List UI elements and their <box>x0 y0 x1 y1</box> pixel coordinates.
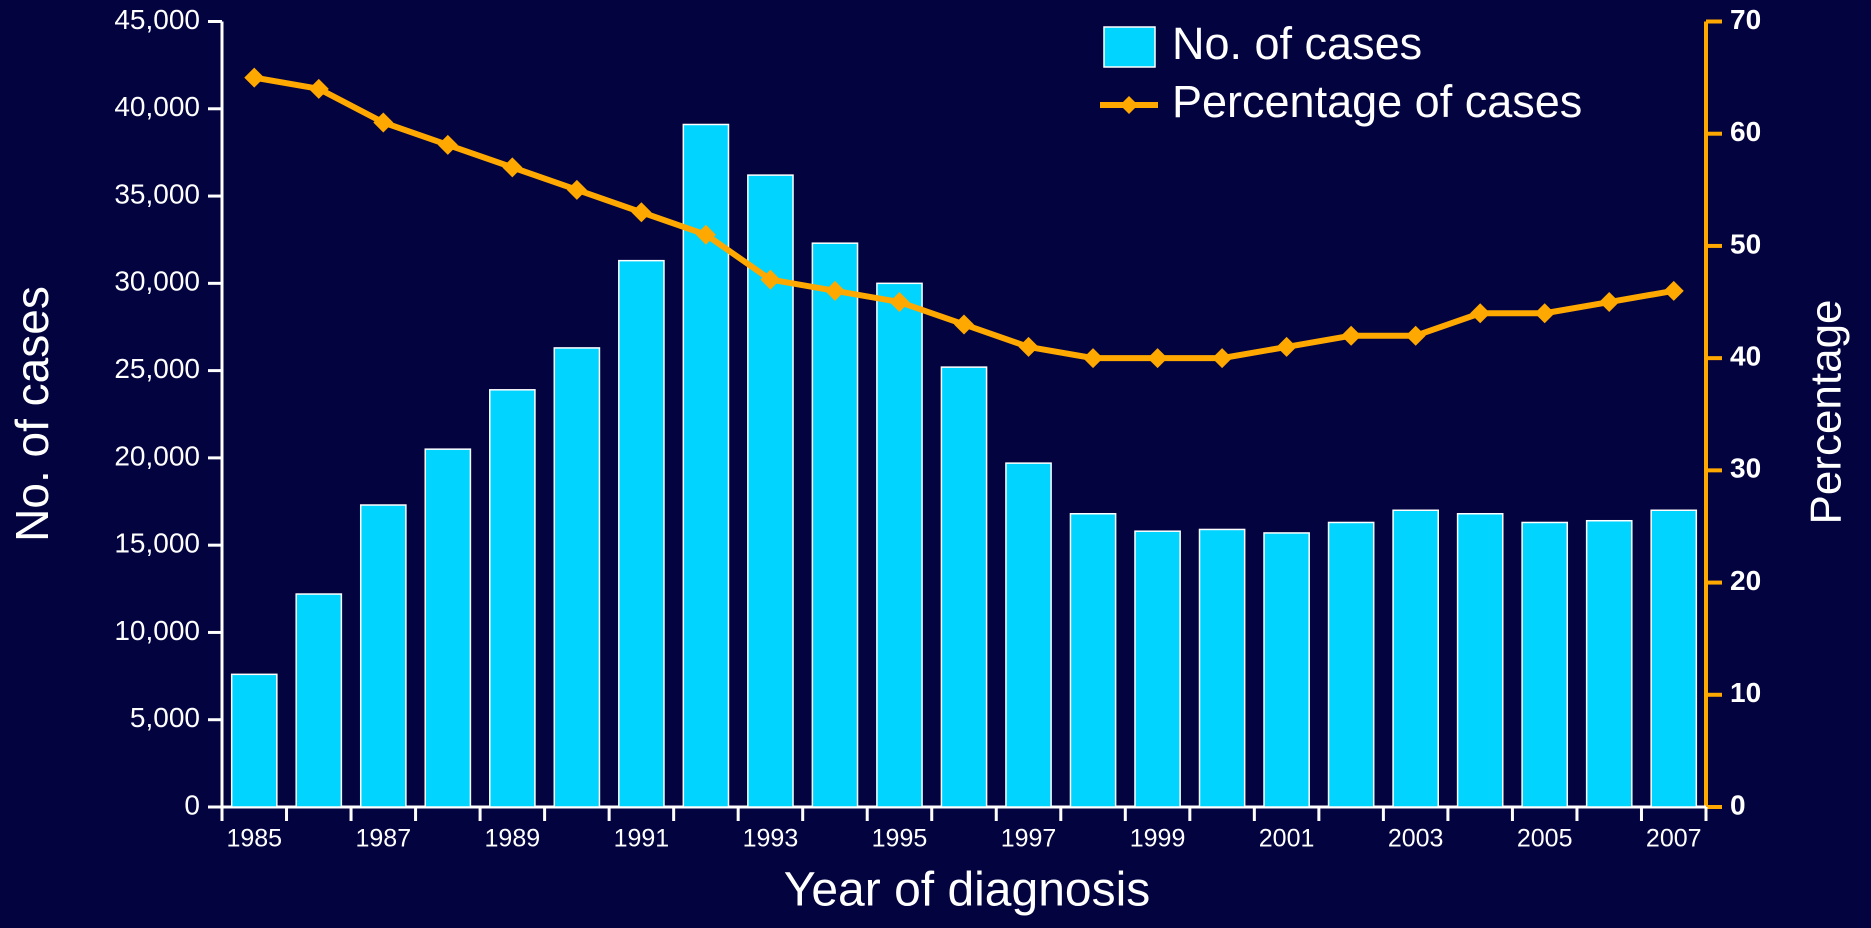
bar <box>1134 530 1181 808</box>
y2-tick-label: 20 <box>1730 565 1761 596</box>
x-tick-label: 1991 <box>614 825 670 853</box>
line-marker <box>1083 348 1104 369</box>
line-marker <box>566 179 587 200</box>
line-marker <box>1470 303 1491 324</box>
line-marker <box>1599 292 1620 313</box>
bar <box>1005 462 1052 808</box>
y-tick-label: 40,000 <box>114 91 200 122</box>
x-tick-label: 2001 <box>1259 825 1315 853</box>
x-tick-label: 1985 <box>226 825 282 853</box>
line-marker <box>1212 348 1233 369</box>
x-axis-title: Year of diagnosis <box>784 864 1151 917</box>
bar <box>1650 509 1698 808</box>
bar <box>940 366 988 808</box>
line-marker <box>954 314 974 335</box>
y2-tick-label: 10 <box>1730 677 1761 708</box>
bar <box>359 504 407 808</box>
line-marker <box>1405 325 1426 346</box>
y-tick-label: 0 <box>184 789 200 820</box>
bar <box>1392 509 1439 808</box>
y2-axis-title: Percentage <box>1802 299 1851 524</box>
bar <box>1263 532 1310 808</box>
y-tick-label: 30,000 <box>114 266 200 297</box>
x-tick-label: 2007 <box>1646 825 1702 853</box>
y-tick-label: 45,000 <box>114 4 200 35</box>
y2-tick-label: 60 <box>1730 116 1761 147</box>
bar <box>553 347 601 808</box>
line-marker <box>244 67 265 88</box>
legend-marker <box>1120 96 1138 114</box>
x-tick-label: 2003 <box>1388 825 1444 853</box>
line-marker <box>1147 348 1168 369</box>
bar <box>876 282 923 808</box>
y2-tick-label: 30 <box>1730 453 1761 484</box>
bar <box>295 593 343 808</box>
legend-swatch <box>1103 26 1156 68</box>
y2-tick-label: 50 <box>1730 228 1761 259</box>
bar <box>424 448 472 808</box>
y2-tick-label: 40 <box>1730 341 1761 372</box>
y-tick-label: 20,000 <box>114 440 200 471</box>
line-marker <box>437 134 458 155</box>
line-marker <box>631 202 652 223</box>
line-marker <box>889 292 910 313</box>
bar <box>1069 512 1117 808</box>
bar <box>618 259 665 808</box>
x-tick-label: 1987 <box>355 825 411 853</box>
y-tick-label: 10,000 <box>114 615 200 646</box>
y-tick-label: 25,000 <box>114 353 200 384</box>
bar <box>1198 528 1246 808</box>
y-tick-label: 15,000 <box>114 528 200 559</box>
line-marker <box>308 78 329 99</box>
line-marker <box>1663 280 1684 301</box>
x-tick-label: 1995 <box>872 825 928 853</box>
line-marker <box>1341 325 1362 346</box>
y-tick-label: 5,000 <box>130 702 200 733</box>
legend-label: No. of cases <box>1172 18 1422 69</box>
bar <box>1521 521 1569 808</box>
bar <box>811 242 859 808</box>
y2-tick-label: 0 <box>1730 789 1746 820</box>
line-marker <box>1018 336 1039 357</box>
x-tick-label: 1997 <box>1001 825 1057 853</box>
bar <box>230 673 278 808</box>
line-marker <box>502 157 523 178</box>
y-tick-label: 35,000 <box>114 178 200 209</box>
line-marker <box>760 269 781 290</box>
line-marker <box>695 224 716 245</box>
bar <box>489 389 536 808</box>
x-tick-label: 1993 <box>743 825 799 853</box>
x-tick-label: 2005 <box>1517 825 1573 853</box>
bar <box>1585 519 1633 808</box>
y2-tick-label: 70 <box>1730 4 1761 35</box>
line-marker <box>373 112 394 133</box>
legend-label: Percentage of cases <box>1172 76 1582 127</box>
x-tick-label: 1989 <box>485 825 541 853</box>
bar <box>1456 512 1504 808</box>
y-axis-title: No. of cases <box>6 286 58 542</box>
line-marker <box>824 280 845 301</box>
x-tick-label: 1999 <box>1130 825 1186 853</box>
line-marker <box>1534 303 1555 324</box>
line-marker <box>1276 336 1297 357</box>
bar <box>1327 521 1375 808</box>
